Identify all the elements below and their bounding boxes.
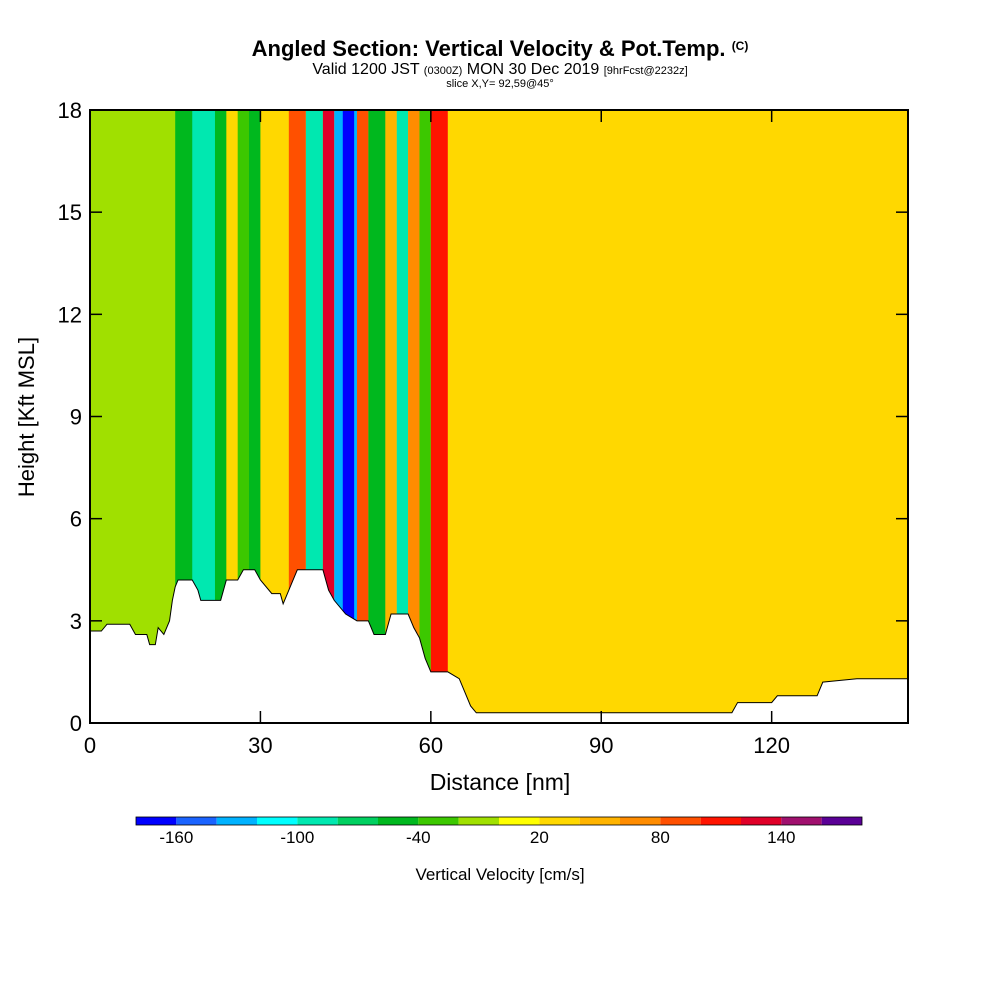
y-tick-label: 12	[58, 302, 82, 327]
colorbar: -160 -100 -40 20 80 140	[135, 816, 863, 847]
colorbar-swatch	[539, 817, 580, 825]
colorbar-swatch	[337, 817, 378, 825]
x-tick-label: 90	[589, 733, 613, 758]
velocity-band	[249, 110, 261, 723]
velocity-band	[430, 110, 448, 723]
velocity-band	[342, 110, 355, 723]
colorbar-tick-label: 80	[651, 828, 670, 847]
colorbar-swatch	[499, 817, 540, 825]
colorbar-swatch	[418, 817, 459, 825]
velocity-band	[396, 110, 409, 723]
velocity-band	[385, 110, 397, 723]
colorbar-swatch	[660, 817, 701, 825]
y-tick-label: 0	[70, 711, 82, 736]
colorbar-swatch	[297, 817, 338, 825]
chart-title-suffix: (C)	[731, 39, 749, 53]
subtitle-fcst: [9hrFcst@2232z]	[603, 65, 688, 77]
axes: 0 30 60 90 120 0 3 6 9 12 15 18	[58, 98, 908, 758]
x-tick-label: 60	[419, 733, 443, 758]
colorbar-swatch	[257, 817, 298, 825]
colorbar-tick-label: 140	[767, 828, 795, 847]
y-tick-label: 15	[58, 200, 82, 225]
subtitle-date: MON 30 Dec 2019	[466, 61, 600, 78]
y-axis-label: Height [Kft MSL]	[14, 337, 39, 497]
colorbar-swatch	[579, 817, 620, 825]
terrain	[90, 569, 908, 723]
colorbar-swatch	[781, 817, 822, 825]
subtitle-valid: Valid 1200 JST	[312, 61, 420, 78]
colorbar-swatch	[136, 817, 177, 825]
chart-title: Angled Section: Vertical Velocity & Pot.…	[0, 36, 1000, 62]
colorbar-swatch	[741, 817, 782, 825]
colorbar-tick-label: -100	[280, 828, 314, 847]
colorbar-swatch	[620, 817, 661, 825]
chart-title-text: Angled Section: Vertical Velocity & Pot.…	[251, 36, 726, 61]
velocity-band	[447, 110, 477, 723]
colorbar-swatch	[216, 817, 257, 825]
y-tick-label: 3	[70, 609, 82, 634]
colorbar-swatch	[458, 817, 499, 825]
subtitle-zulu: (0300Z)	[423, 65, 463, 77]
colorbar-swatch	[700, 817, 741, 825]
y-tick-label: 18	[58, 98, 82, 123]
colorbar-tick-label: -40	[406, 828, 431, 847]
colorbar-tick-label: -160	[159, 828, 193, 847]
plot-area	[90, 110, 908, 723]
velocity-band	[356, 110, 369, 723]
colorbar-swatch	[176, 817, 217, 825]
x-axis-label: Distance [nm]	[430, 769, 571, 795]
velocity-band	[419, 110, 431, 723]
x-tick-label: 120	[753, 733, 790, 758]
slice-label: slice X,Y= 92,59@45°	[446, 78, 554, 90]
velocity-band	[192, 110, 215, 723]
x-tick-label: 30	[248, 733, 272, 758]
colorbar-swatch	[821, 817, 862, 825]
colorbar-tick-label: 20	[530, 828, 549, 847]
chart-subtitle: Valid 1200 JST (0300Z) MON 30 Dec 2019 […	[0, 61, 1000, 79]
velocity-band	[408, 110, 420, 723]
colorbar-swatch	[378, 817, 419, 825]
x-tick-label: 0	[84, 733, 96, 758]
colorbar-frame	[135, 816, 863, 826]
y-tick-label: 9	[70, 405, 82, 430]
velocity-band	[322, 110, 335, 723]
velocity-band	[368, 110, 386, 723]
colorbar-label: Vertical Velocity [cm/s]	[415, 865, 584, 884]
y-tick-label: 6	[70, 507, 82, 532]
